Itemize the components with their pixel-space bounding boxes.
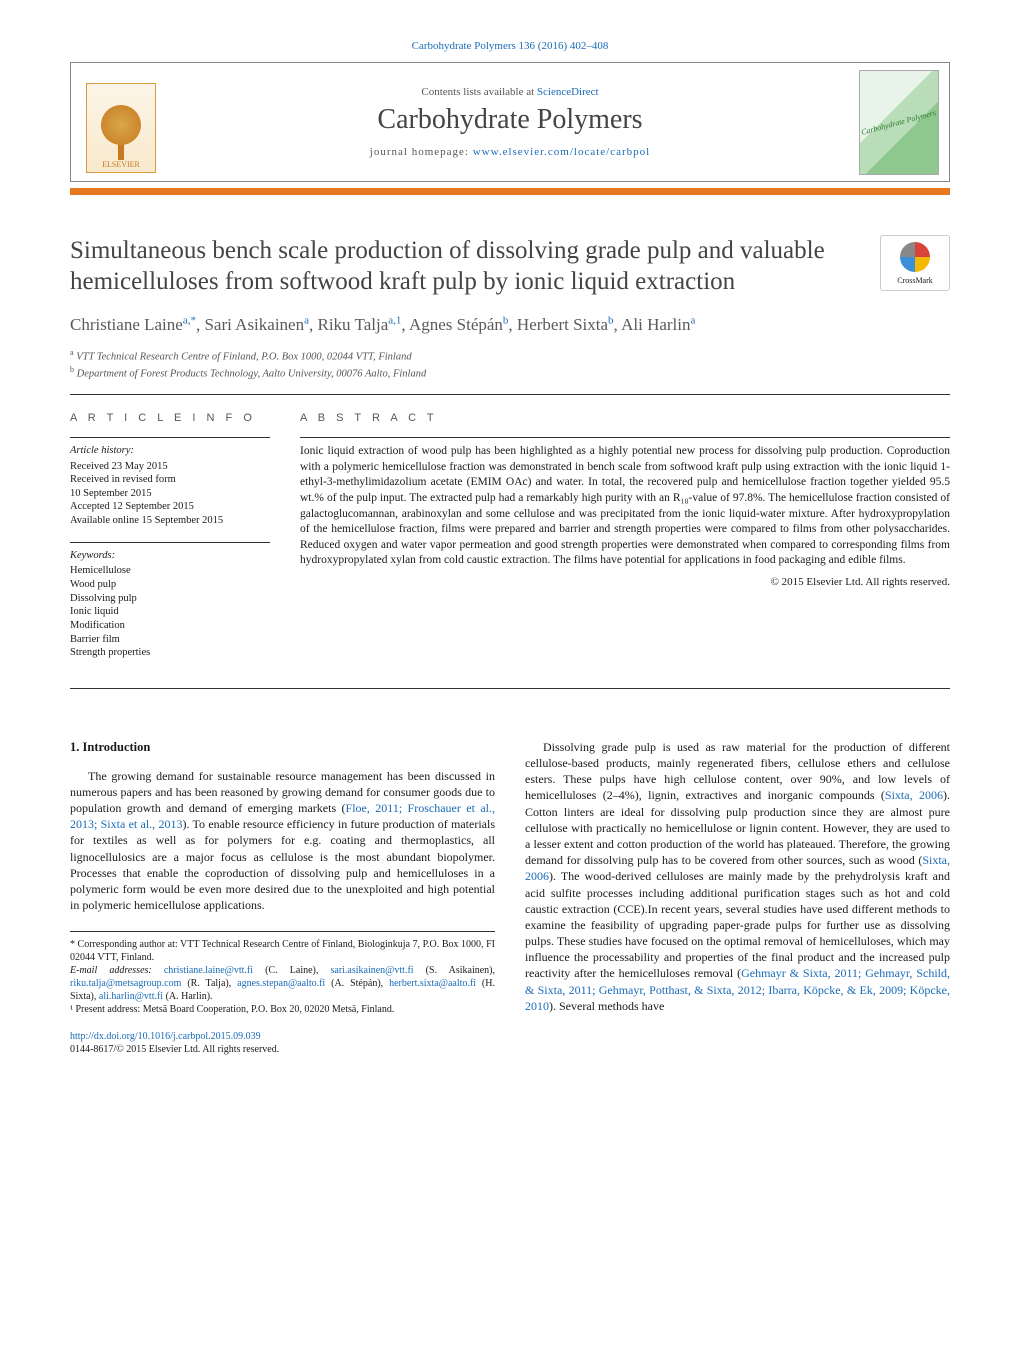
article-info-label: A R T I C L E I N F O — [70, 411, 270, 425]
rule-bottom — [70, 688, 950, 689]
crossmark-icon — [900, 242, 930, 272]
elsevier-tree-icon — [96, 105, 146, 160]
homepage-label: journal homepage: — [370, 146, 473, 158]
right-paragraph: Dissolving grade pulp is used as raw mat… — [525, 739, 950, 1014]
abstract-column: A B S T R A C T Ionic liquid extraction … — [300, 411, 950, 674]
page: Carbohydrate Polymers 136 (2016) 402–408… — [0, 0, 1020, 1116]
article-history: Article history: Received 23 May 2015Rec… — [70, 438, 270, 528]
keyword: Ionic liquid — [70, 605, 270, 619]
body-left-column: 1. Introduction The growing demand for s… — [70, 739, 495, 1057]
author: Sari Asikainena — [204, 315, 309, 334]
keywords-heading: Keywords: — [70, 549, 270, 563]
doi-link[interactable]: http://dx.doi.org/10.1016/j.carbpol.2015… — [70, 1031, 261, 1042]
elsevier-logo: ELSEVIER — [86, 83, 156, 173]
affiliation-list: a VTT Technical Research Centre of Finla… — [70, 348, 950, 381]
article-title: Simultaneous bench scale production of d… — [70, 235, 860, 298]
keyword: Barrier film — [70, 633, 270, 647]
email-link[interactable]: agnes.stepan@aalto.fi — [237, 978, 325, 989]
title-row: Simultaneous bench scale production of d… — [70, 235, 950, 298]
email-link[interactable]: ali.harlin@vtt.fi — [99, 991, 163, 1002]
body-columns: 1. Introduction The growing demand for s… — [70, 739, 950, 1057]
email-link[interactable]: christiane.laine@vtt.fi — [164, 965, 253, 976]
keyword: Modification — [70, 619, 270, 633]
keyword: Hemicellulose — [70, 564, 270, 578]
contents-line: Contents lists available at ScienceDirec… — [421, 86, 598, 98]
homepage-link[interactable]: www.elsevier.com/locate/carbpol — [473, 146, 651, 158]
keyword: Strength properties — [70, 646, 270, 660]
author: Herbert Sixtab — [517, 315, 614, 334]
info-abstract-row: A R T I C L E I N F O Article history: R… — [70, 395, 950, 688]
body-right-column: Dissolving grade pulp is used as raw mat… — [525, 739, 950, 1057]
issn-copyright: 0144-8617/© 2015 Elsevier Ltd. All right… — [70, 1044, 279, 1055]
sciencedirect-link[interactable]: ScienceDirect — [537, 86, 599, 98]
author-list: Christiane Lainea,*, Sari Asikainena, Ri… — [70, 314, 950, 337]
intro-paragraph: The growing demand for sustainable resou… — [70, 768, 495, 914]
cover-label: Carbohydrate Polymers — [861, 108, 938, 137]
history-line: 10 September 2015 — [70, 487, 270, 501]
email-link[interactable]: riku.talja@metsagroup.com — [70, 978, 181, 989]
article-info-column: A R T I C L E I N F O Article history: R… — [70, 411, 270, 674]
email-link[interactable]: sari.asikainen@vtt.fi — [330, 965, 413, 976]
email-link[interactable]: herbert.sixta@aalto.fi — [389, 978, 476, 989]
orange-divider-bar — [70, 188, 950, 195]
journal-cover-thumb: Carbohydrate Polymers — [859, 70, 939, 175]
header-citation: Carbohydrate Polymers 136 (2016) 402–408 — [70, 40, 950, 52]
keywords-block: Keywords: HemicelluloseWood pulpDissolvi… — [70, 543, 270, 660]
elsevier-label: ELSEVIER — [102, 160, 140, 169]
affiliation: b Department of Forest Products Technolo… — [70, 365, 950, 382]
author: Ali Harlina — [621, 315, 695, 334]
crossmark-label: CrossMark — [897, 276, 933, 285]
abstract-text: Ionic liquid extraction of wood pulp has… — [300, 438, 950, 568]
history-heading: Article history: — [70, 444, 270, 458]
author: Riku Taljaa,1 — [318, 315, 402, 334]
journal-homepage: journal homepage: www.elsevier.com/locat… — [370, 146, 650, 158]
affiliation: a VTT Technical Research Centre of Finla… — [70, 348, 950, 365]
journal-name: Carbohydrate Polymers — [377, 104, 642, 136]
abstract-copyright: © 2015 Elsevier Ltd. All rights reserved… — [300, 575, 950, 590]
abstract-label: A B S T R A C T — [300, 411, 950, 426]
email-addresses: E-mail addresses: christiane.laine@vtt.f… — [70, 964, 495, 1003]
footer-doi: http://dx.doi.org/10.1016/j.carbpol.2015… — [70, 1030, 495, 1056]
citation-link-2[interactable]: Sixta, 2006 — [885, 788, 943, 802]
corresponding-author-note: * Corresponding author at: VTT Technical… — [70, 938, 495, 964]
history-line: Received 23 May 2015 — [70, 460, 270, 474]
author: Christiane Lainea,* — [70, 315, 196, 334]
contents-text: Contents lists available at — [421, 86, 536, 98]
history-line: Received in revised form — [70, 473, 270, 487]
footnotes: * Corresponding author at: VTT Technical… — [70, 931, 495, 1016]
journal-header-box: ELSEVIER Contents lists available at Sci… — [70, 62, 950, 182]
history-line: Accepted 12 September 2015 — [70, 500, 270, 514]
present-address-note: ¹ Present address: Metsä Board Cooperati… — [70, 1003, 495, 1016]
author: Agnes Stépánb — [409, 315, 508, 334]
history-line: Available online 15 September 2015 — [70, 514, 270, 528]
keyword: Wood pulp — [70, 578, 270, 592]
intro-heading: 1. Introduction — [70, 739, 495, 756]
journal-header-center: Contents lists available at ScienceDirec… — [171, 63, 849, 181]
cover-thumb-cell: Carbohydrate Polymers — [849, 63, 949, 181]
citation-link[interactable]: Carbohydrate Polymers 136 (2016) 402–408 — [412, 40, 609, 52]
crossmark-badge[interactable]: CrossMark — [880, 235, 950, 291]
email-label: E-mail addresses: — [70, 965, 164, 976]
publisher-logo-cell: ELSEVIER — [71, 63, 171, 181]
keyword: Dissolving pulp — [70, 592, 270, 606]
